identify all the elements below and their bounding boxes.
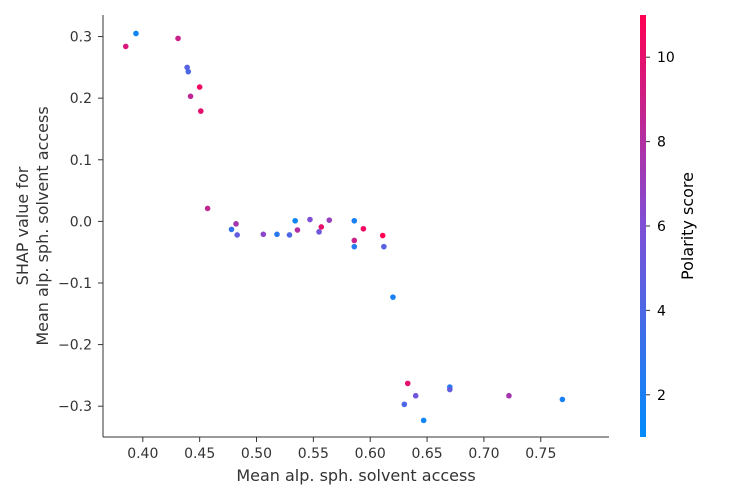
data-points — [122, 30, 566, 424]
y-tick-label: −0.3 — [58, 399, 92, 415]
x-tick-label: 0.70 — [468, 446, 499, 462]
colorbar-tick-label: 4 — [657, 303, 666, 319]
data-point — [197, 108, 204, 114]
data-point — [133, 30, 139, 37]
colorbar-gradient — [640, 15, 646, 437]
y-tick-label: 0.2 — [70, 91, 92, 107]
colorbar-tick-label: 6 — [657, 219, 666, 235]
x-tick-label: 0.60 — [355, 446, 386, 462]
x-tick-label: 0.65 — [411, 446, 442, 462]
colorbar-tick-label: 10 — [657, 50, 675, 66]
y-tick-label: −0.1 — [58, 276, 92, 292]
data-point — [360, 225, 367, 232]
data-point — [379, 232, 386, 239]
data-point — [351, 217, 358, 224]
data-point — [412, 392, 419, 399]
x-tick-label: 0.45 — [184, 446, 215, 462]
data-point — [326, 217, 333, 223]
x-tick-label: 0.55 — [298, 446, 329, 462]
data-point — [184, 64, 190, 71]
data-point — [447, 386, 453, 393]
data-point — [294, 227, 301, 233]
x-tick-label: 0.75 — [525, 446, 556, 462]
data-point — [381, 243, 387, 250]
plot-area: 0.40 0.45 0.50 0.55 0.60 0.65 0.70 0.75 −0.3−0.… — [58, 15, 609, 462]
data-point — [234, 232, 240, 238]
data-point — [506, 392, 512, 399]
data-point — [420, 417, 427, 424]
data-point — [318, 224, 325, 230]
data-point — [307, 216, 313, 223]
colorbar-tick-label: 2 — [657, 388, 666, 404]
y-tick-label: 0.1 — [70, 153, 92, 169]
x-tick-label: 0.40 — [127, 446, 158, 462]
data-point — [187, 93, 194, 100]
colorbar: 2 4 6 8 10 Polarity score — [640, 15, 697, 437]
data-point — [228, 226, 235, 233]
data-point — [292, 217, 298, 224]
data-point — [175, 35, 181, 42]
y-tick-label: 0.3 — [70, 30, 92, 46]
colorbar-ticks: 2 4 6 8 10 — [646, 50, 675, 404]
colorbar-tick-label: 8 — [657, 135, 666, 151]
data-point — [233, 221, 239, 227]
data-point — [390, 294, 396, 300]
y-tick-label: 0.0 — [70, 214, 92, 230]
x-ticks: 0.40 0.45 0.50 0.55 0.60 0.65 0.70 0.75 — [127, 437, 556, 462]
data-point — [316, 229, 322, 235]
data-point — [274, 231, 280, 238]
data-point — [260, 231, 267, 238]
y-axis-label-line2: Mean alp. sph. solvent access — [33, 106, 52, 345]
data-point — [204, 205, 211, 212]
y-axis-label-line1: SHAP value for — [13, 166, 32, 285]
data-point — [122, 43, 129, 50]
data-point — [401, 401, 408, 408]
colorbar-label: Polarity score — [678, 172, 697, 280]
x-tick-label: 0.50 — [241, 446, 272, 462]
y-ticks: −0.3 −0.2 −0.1 0.0 0.1 0.2 0.3 — [58, 30, 103, 415]
y-tick-label: −0.2 — [58, 338, 92, 354]
data-point — [185, 68, 192, 75]
data-point — [559, 396, 566, 403]
data-point — [286, 232, 293, 238]
x-axis-label: Mean alp. sph. solvent access — [236, 466, 475, 485]
data-point — [196, 84, 203, 90]
data-point — [351, 237, 358, 244]
data-point — [351, 243, 358, 250]
data-point — [404, 380, 411, 387]
